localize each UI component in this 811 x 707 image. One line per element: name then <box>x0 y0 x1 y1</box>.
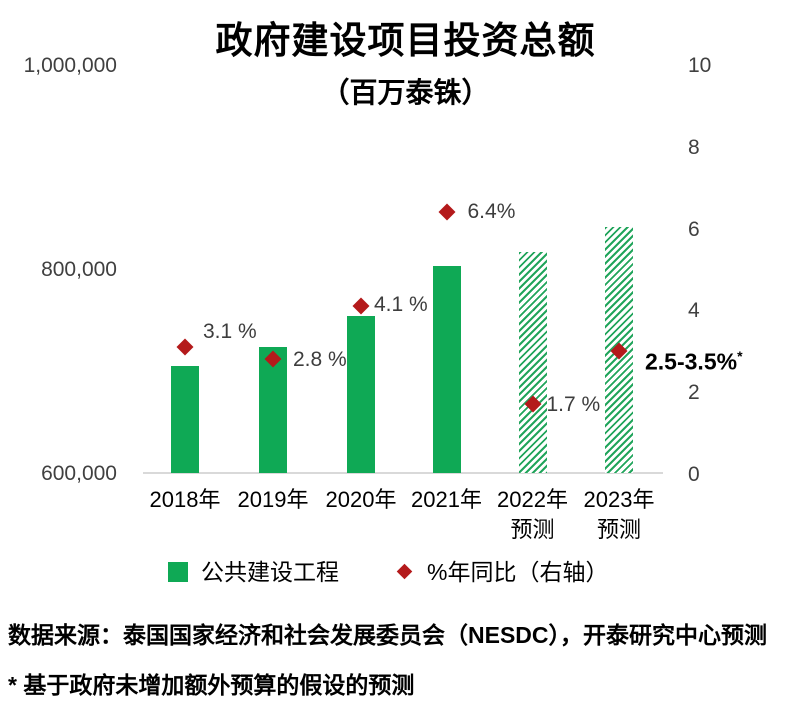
source-text: 数据来源：泰国国家经济和社会发展委员会（NESDC），开泰研究中心预测 <box>8 622 768 648</box>
yoy-value-label: 2.8 % <box>293 348 347 372</box>
x-axis-label: 2018年 <box>149 487 221 512</box>
x-axis-label: 2020年 <box>325 487 397 512</box>
bar-2021年 <box>432 265 461 473</box>
left-axis-tick: 1,000,000 <box>23 54 117 77</box>
bar-2020年 <box>347 315 375 473</box>
chart-subtitle: （百万泰铢） <box>321 77 490 108</box>
footnote-text: * 基于政府未增加额外预算的假设的预测 <box>8 672 415 698</box>
chart-title: 政府建设项目投资总额 <box>215 20 596 61</box>
yoy-value-label: 3.1 % <box>203 320 257 344</box>
x-axis-sublabel: 预测 <box>596 517 641 542</box>
x-axis-label: 2023年 <box>583 487 655 512</box>
footnote-asterisk: * <box>737 348 743 365</box>
x-axis-line <box>143 472 663 474</box>
legend-square-icon <box>168 562 188 582</box>
bar-2018年 <box>171 365 199 473</box>
x-axis-sublabel: 预测 <box>510 517 555 542</box>
yoy-marker-diamond-icon <box>352 297 370 315</box>
x-axis-label: 2021年 <box>411 487 482 512</box>
yoy-value-label: 6.4% <box>467 200 516 224</box>
yoy-marker-diamond-icon <box>438 203 455 221</box>
yoy-marker-diamond-icon <box>176 338 194 356</box>
bar-2022年 <box>518 251 547 473</box>
yoy-value-label: 2.5-3.5%* <box>645 348 743 375</box>
yoy-value-label: 4.1 % <box>374 293 428 317</box>
left-axis-tick: 800,000 <box>41 258 117 281</box>
right-axis-tick: 8 <box>688 135 700 159</box>
right-axis-tick: 4 <box>688 299 700 323</box>
left-axis-tick: 600,000 <box>41 462 117 485</box>
legend-label-bars: 公共建设工程 <box>201 559 339 585</box>
yoy-value-label: 1.7 % <box>546 393 601 417</box>
x-axis-label: 2019年 <box>237 487 309 512</box>
right-axis-tick: 10 <box>688 54 712 77</box>
right-axis-tick: 6 <box>688 217 700 241</box>
right-axis-tick: 2 <box>688 381 700 405</box>
bar-2019年 <box>259 346 287 473</box>
legend-label-yoy: %年同比（右轴） <box>427 559 609 585</box>
legend-diamond-icon <box>396 563 413 580</box>
right-axis-tick: 0 <box>688 463 700 486</box>
x-axis-label: 2022年 <box>497 487 568 512</box>
